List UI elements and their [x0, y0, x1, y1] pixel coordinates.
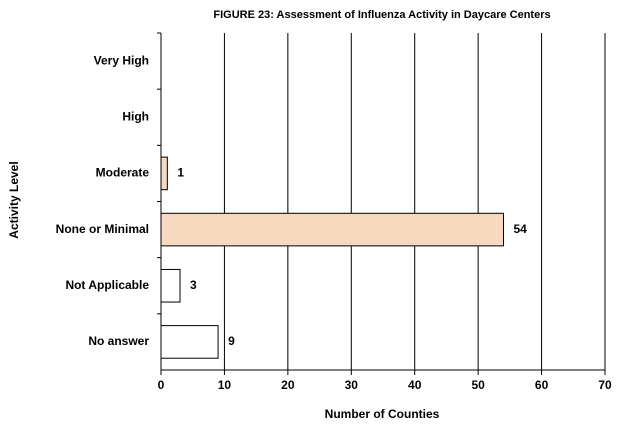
data-label: 3	[190, 278, 197, 292]
x-tick-label: 40	[408, 378, 422, 392]
bar	[160, 325, 219, 359]
data-label: 54	[514, 222, 528, 236]
bar	[160, 268, 181, 303]
chart-title: FIGURE 23: Assessment of Influenza Activ…	[213, 9, 550, 21]
x-tick-label: 10	[218, 378, 232, 392]
y-tick-label: Moderate	[96, 166, 150, 180]
bar	[160, 212, 505, 247]
y-tick-label: High	[122, 109, 149, 123]
bar	[160, 156, 168, 191]
x-axis-label: Number of Counties	[325, 407, 440, 421]
x-tick-label: 20	[281, 378, 295, 392]
x-tick-label: 50	[471, 378, 485, 392]
y-tick-label: No answer	[88, 334, 149, 348]
y-tick-label: None or Minimal	[56, 222, 149, 236]
data-label: 9	[228, 334, 235, 348]
y-tick-label: Very High	[94, 53, 149, 67]
x-tick-label: 0	[158, 378, 165, 392]
y-tick-label: Not Applicable	[65, 278, 149, 292]
y-axis-label: Activity Level	[7, 161, 21, 238]
x-tick-label: 60	[535, 378, 549, 392]
data-label: 1	[177, 166, 184, 180]
x-tick-label: 30	[345, 378, 359, 392]
x-tick-label: 70	[598, 378, 612, 392]
